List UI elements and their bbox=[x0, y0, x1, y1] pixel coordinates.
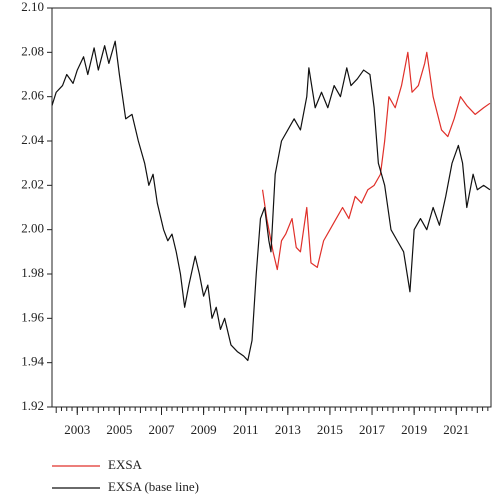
y-tick-label: 1.94 bbox=[21, 354, 44, 369]
data-line bbox=[261, 51, 491, 271]
y-tick-label: 2.00 bbox=[21, 221, 44, 236]
legend-label: EXSA (base line) bbox=[108, 479, 199, 494]
x-tick-label: 2015 bbox=[317, 422, 343, 437]
x-tick-label: 2005 bbox=[106, 422, 132, 437]
y-tick-label: 2.04 bbox=[21, 132, 44, 147]
y-tick-label: 1.92 bbox=[21, 398, 44, 413]
x-tick-label: 2007 bbox=[148, 422, 175, 437]
x-tick-label: 2019 bbox=[401, 422, 427, 437]
y-tick-label: 2.02 bbox=[21, 176, 44, 191]
legend-label: EXSA bbox=[108, 457, 143, 472]
x-tick-label: 2009 bbox=[191, 422, 217, 437]
y-tick-label: 2.08 bbox=[21, 43, 44, 58]
y-tick-label: 2.10 bbox=[21, 0, 44, 14]
data-line bbox=[51, 40, 491, 362]
x-tick-label: 2017 bbox=[359, 422, 386, 437]
x-tick-label: 2011 bbox=[233, 422, 259, 437]
plot-frame bbox=[51, 7, 492, 408]
y-tick-label: 1.96 bbox=[21, 309, 44, 324]
y-tick-label: 2.06 bbox=[21, 88, 44, 103]
x-tick-label: 2021 bbox=[443, 422, 469, 437]
x-tick-label: 2013 bbox=[275, 422, 301, 437]
x-tick-label: 2003 bbox=[64, 422, 90, 437]
y-tick-label: 1.98 bbox=[21, 265, 44, 280]
